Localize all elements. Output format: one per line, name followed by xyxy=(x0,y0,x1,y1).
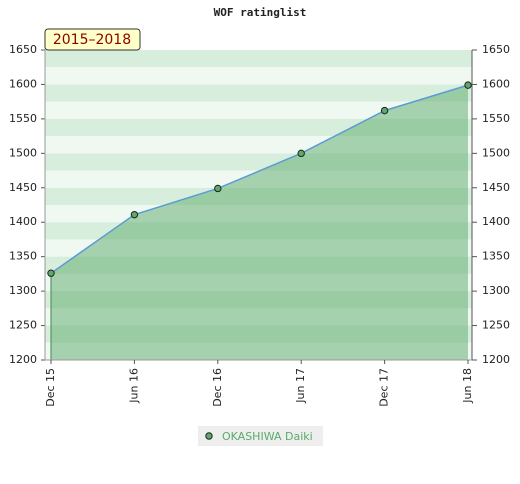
legend xyxy=(198,426,323,446)
y-tick-label: 1550 xyxy=(9,112,37,125)
stripe xyxy=(45,67,472,85)
y2-tick-label: 1600 xyxy=(482,77,510,90)
y2-tick-label: 1500 xyxy=(482,146,510,159)
legend-marker xyxy=(205,432,213,440)
y2-tick-label: 1250 xyxy=(482,319,510,332)
annotation-box xyxy=(44,28,141,51)
y-tick-label: 1400 xyxy=(9,215,37,228)
y2-tick-label: 1350 xyxy=(482,250,510,263)
y-tick-label: 1300 xyxy=(9,284,37,297)
marker xyxy=(130,210,139,219)
y2-tick-label: 1300 xyxy=(482,284,510,297)
x-tick-label: Jun 16 xyxy=(127,368,140,404)
y-tick-label: 1200 xyxy=(9,353,37,366)
y-tick-label: 1500 xyxy=(9,146,37,159)
y-tick-label: 1250 xyxy=(9,319,37,332)
y-tick-label: 1600 xyxy=(9,77,37,90)
annotation: 2015–2018 xyxy=(53,32,131,48)
stripe xyxy=(45,101,472,119)
x-tick-label: Jun 17 xyxy=(294,368,307,404)
stripe xyxy=(45,50,472,68)
y-tick-label: 1450 xyxy=(9,181,37,194)
stripe xyxy=(45,84,472,102)
y2-tick-label: 1450 xyxy=(482,181,510,194)
line xyxy=(50,84,469,274)
legend-label: OKASHIWA Daiki xyxy=(222,430,313,443)
chart-title: WOF ratinglist xyxy=(214,6,307,19)
y2-tick-label: 1200 xyxy=(482,353,510,366)
marker xyxy=(214,184,222,193)
plot xyxy=(47,81,472,360)
marker xyxy=(380,106,389,115)
x-tick-label: Dec 17 xyxy=(378,368,391,407)
x-tick-label: Dec 15 xyxy=(44,368,57,407)
marker xyxy=(297,149,305,158)
y-tick-label: 1350 xyxy=(9,250,37,263)
x-tick-label: Dec 16 xyxy=(211,368,224,407)
y2-tick-label: 1550 xyxy=(482,112,510,125)
y-tick-label: 1650 xyxy=(9,43,37,56)
area xyxy=(51,85,468,360)
marker xyxy=(464,81,472,89)
y2-tick-label: 1400 xyxy=(482,215,510,228)
y2-tick-label: 1650 xyxy=(482,43,510,56)
x-tick-label: Jun 18 xyxy=(461,368,474,404)
marker xyxy=(47,269,55,277)
